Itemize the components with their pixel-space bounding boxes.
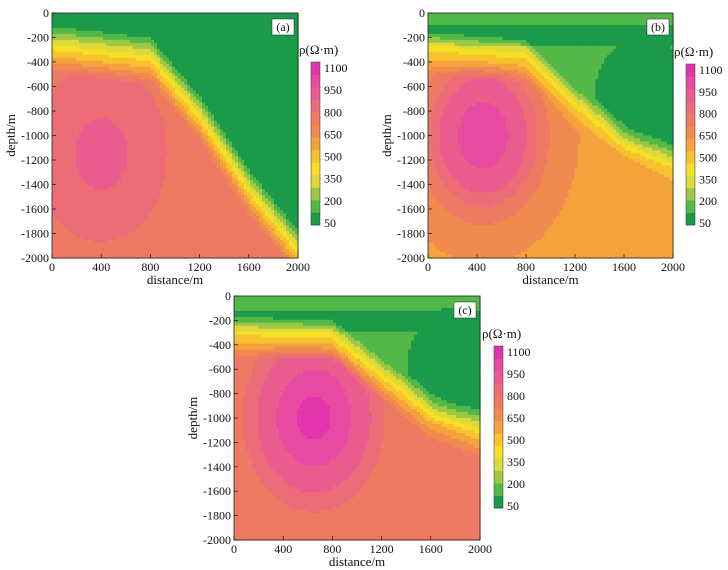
heatmap-field bbox=[52, 13, 299, 259]
panel-a: 0 400 800 1200 1600 20000-200-400-600-800-100… bbox=[3, 6, 348, 287]
